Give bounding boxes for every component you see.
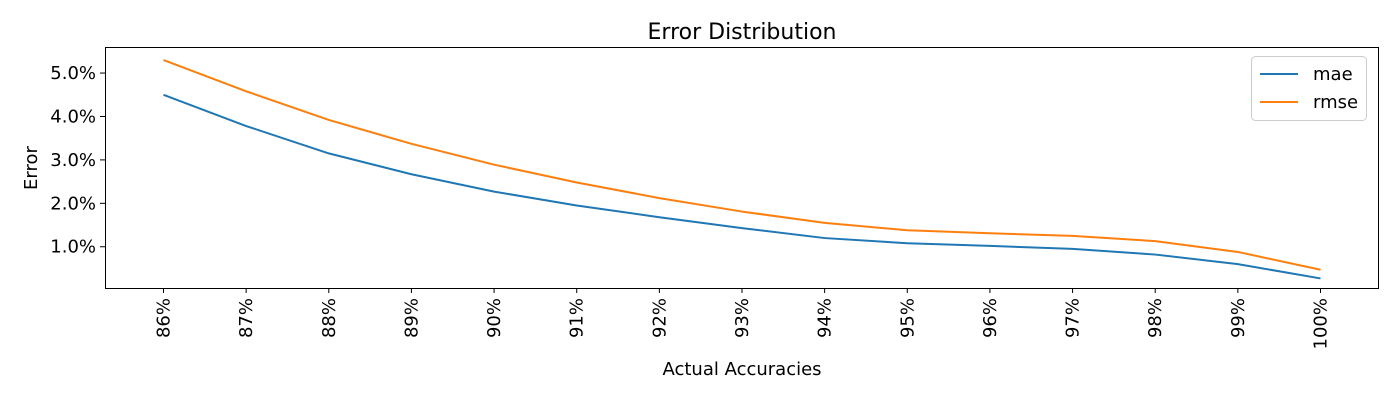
x-axis: 86% 87% 88% 89% 90% 91% 92% 93% 94% 95% 96% 97% 98% 9… [154, 288, 1332, 349]
x-tick-label: 91% [567, 298, 588, 338]
x-tick-label: 88% [319, 298, 340, 338]
y-tick-label: 1.0% [50, 237, 96, 258]
legend-box [1251, 56, 1367, 121]
chart-title: Error Distribution [648, 20, 837, 45]
legend-label-rmse: rmse [1313, 92, 1358, 113]
x-tick-label: 98% [1145, 298, 1166, 338]
y-axis: 1.0% 2.0% 3.0% 4.0% 5.0% [50, 63, 105, 258]
y-axis-label: Error [21, 145, 42, 189]
x-tick-label: 97% [1063, 298, 1084, 338]
y-tick-label: 3.0% [50, 150, 96, 171]
x-tick-label: 89% [401, 298, 422, 338]
y-tick-label: 5.0% [50, 63, 96, 84]
x-tick-label: 96% [980, 298, 1001, 338]
x-tick-label: 90% [484, 298, 505, 338]
x-tick-label: 92% [649, 298, 670, 338]
y-tick-label: 2.0% [50, 193, 96, 214]
x-tick-label: 86% [154, 298, 175, 338]
plot-frame [105, 47, 1379, 289]
series-line-rmse [163, 59, 1321, 271]
x-axis-label: Actual Accuracies [662, 359, 821, 380]
x-tick-label: 95% [897, 298, 918, 338]
legend-label-mae: mae [1313, 64, 1353, 85]
legend: mae rmse [1251, 56, 1367, 121]
y-tick-label: 4.0% [50, 106, 96, 127]
x-tick-label: 99% [1228, 298, 1249, 338]
x-tick-label: 100% [1311, 298, 1332, 349]
x-tick-label: 93% [732, 298, 753, 338]
x-tick-label: 94% [815, 298, 836, 338]
series-group [163, 59, 1321, 280]
x-tick-label: 87% [236, 298, 257, 338]
